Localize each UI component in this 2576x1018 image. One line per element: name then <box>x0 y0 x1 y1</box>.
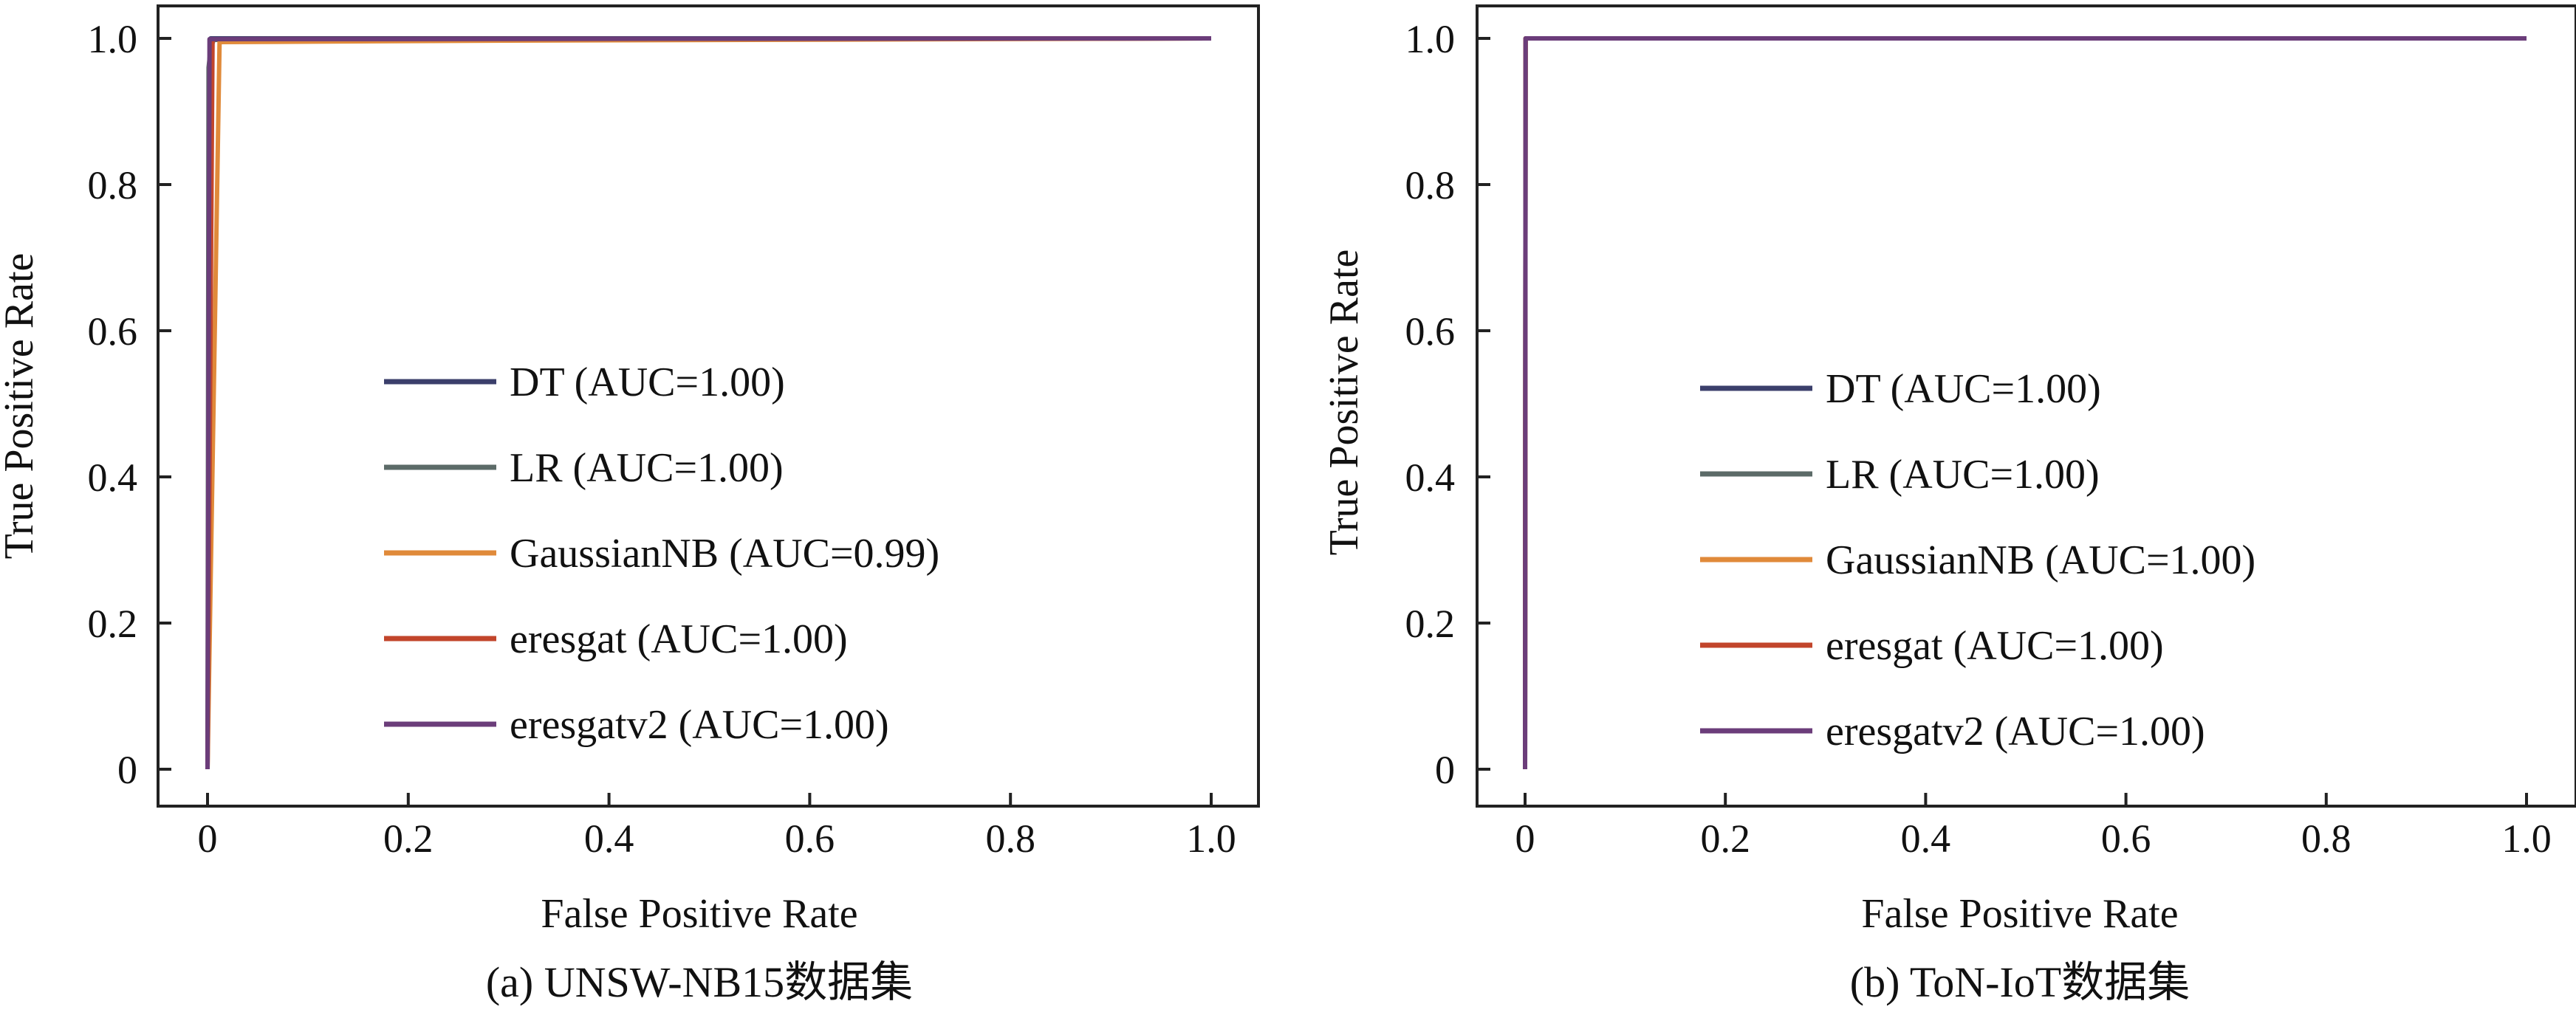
panel-caption: (b) ToN-IoT数据集 <box>1850 958 2190 1006</box>
y-tick-label: 0 <box>117 748 137 792</box>
legend-entry-label: LR (AUC=1.00) <box>510 445 784 491</box>
chart-panel-unsw: 0 0.2 0.4 0.6 0.8 1.0 0 0.2 0.4 0.6 0.8 1.0 DT (AU… <box>0 4 1260 1006</box>
x-axis-label: False Positive Rate <box>1861 891 2178 937</box>
x-tick-label: 1.0 <box>2501 816 2552 861</box>
y-tick-label: 0.8 <box>1405 163 1456 207</box>
legend: DT (AUC=1.00) LR (AUC=1.00) GaussianNB (AU… <box>384 360 939 748</box>
x-tick-label: 0.4 <box>1901 816 1951 861</box>
plot-frame <box>1476 4 2576 808</box>
series-line-4 <box>205 36 1212 770</box>
y-tick-label: 1.0 <box>1405 17 1456 61</box>
y-tick-label: 0.8 <box>88 163 138 207</box>
series-layer <box>1523 36 2527 770</box>
series-layer <box>205 36 1212 770</box>
x-axis-label: False Positive Rate <box>541 891 857 937</box>
y-tick-label: 0.6 <box>88 309 138 354</box>
x-tick-label: 0.6 <box>785 816 835 861</box>
y-tick-label: 0.2 <box>88 602 138 646</box>
x-tick-label: 0.8 <box>985 816 1035 861</box>
y-axis-label: True Positive Rate <box>1321 250 1367 556</box>
x-tick-label: 0.4 <box>584 816 634 861</box>
legend-entry-label: GaussianNB (AUC=0.99) <box>510 531 939 577</box>
x-tick-label: 0.6 <box>2101 816 2151 861</box>
x-tick-label: 0.2 <box>383 816 434 861</box>
series-line-4 <box>1523 36 2527 770</box>
x-tick-label: 0 <box>1515 816 1535 861</box>
x-tick-label: 0.2 <box>1700 816 1750 861</box>
legend-entry-label: eresgat (AUC=1.00) <box>1826 623 2164 669</box>
y-tick-label: 0.6 <box>1405 309 1456 354</box>
legend-entry-label: eresgatv2 (AUC=1.00) <box>1826 709 2205 754</box>
x-axis-ticks: 0 0.2 0.4 0.6 0.8 1.0 <box>1515 793 2552 861</box>
legend-entry-label: GaussianNB (AUC=1.00) <box>1826 537 2255 583</box>
x-tick-label: 1.0 <box>1186 816 1236 861</box>
legend-entry-label: DT (AUC=1.00) <box>510 360 785 405</box>
chart-panel-toniot: 0 0.2 0.4 0.6 0.8 1.0 0 0.2 0.4 0.6 0.8 1.0 DT (AU… <box>1321 4 2576 1006</box>
y-tick-label: 0.2 <box>1405 602 1456 646</box>
panel-caption: (a) UNSW-NB15数据集 <box>486 958 913 1006</box>
x-axis-ticks: 0 0.2 0.4 0.6 0.8 1.0 <box>198 793 1236 861</box>
legend-entry-label: eresgatv2 (AUC=1.00) <box>510 702 889 748</box>
x-tick-label: 0.8 <box>2301 816 2351 861</box>
y-axis-label: True Positive Rate <box>0 253 42 560</box>
plot-frame <box>157 4 1260 808</box>
y-axis-ticks: 0 0.2 0.4 0.6 0.8 1.0 <box>88 17 171 792</box>
y-tick-label: 1.0 <box>88 17 138 61</box>
y-axis-ticks: 0 0.2 0.4 0.6 0.8 1.0 <box>1405 17 1490 792</box>
y-tick-label: 0 <box>1435 748 1455 792</box>
legend-entry-label: eresgat (AUC=1.00) <box>510 616 848 662</box>
legend-entry-label: LR (AUC=1.00) <box>1826 452 2100 498</box>
legend-entry-label: DT (AUC=1.00) <box>1826 366 2101 412</box>
legend: DT (AUC=1.00) LR (AUC=1.00) GaussianNB (AU… <box>1700 366 2255 754</box>
y-tick-label: 0.4 <box>1405 455 1456 500</box>
x-tick-label: 0 <box>198 816 218 861</box>
y-tick-label: 0.4 <box>88 455 138 500</box>
